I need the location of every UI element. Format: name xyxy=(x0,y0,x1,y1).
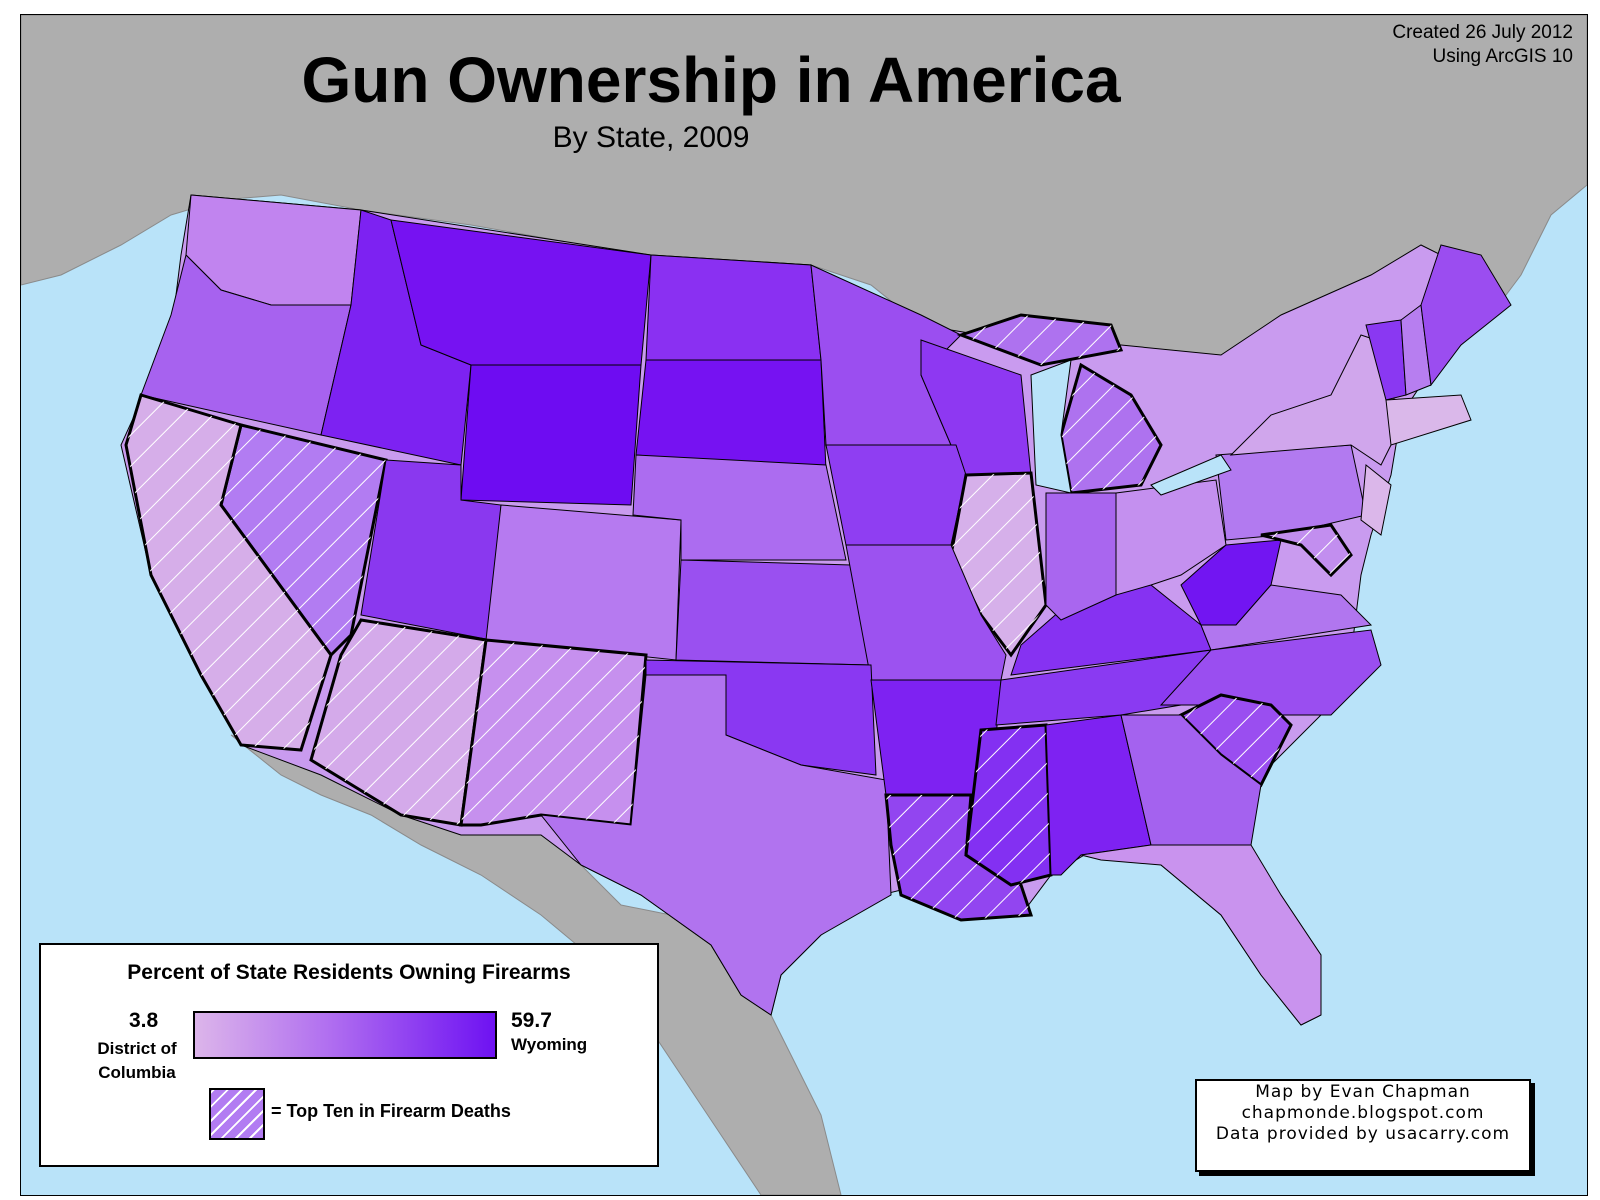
data-source-credit: Data provided by usacarry.com xyxy=(1215,1124,1511,1144)
map-subtitle: By State, 2009 xyxy=(552,121,750,154)
state-maryland-hatch xyxy=(1261,525,1351,575)
state-michigan-lower-hatch xyxy=(1061,365,1161,493)
blog-credit: chapmonde.blogspot.com xyxy=(1241,1103,1485,1123)
state-wyoming xyxy=(460,364,642,506)
state-iowa xyxy=(825,444,967,546)
state-new-mexico-hatch xyxy=(461,640,646,825)
state-north-carolina xyxy=(1159,629,1382,716)
software-credit: Using ArcGIS 10 xyxy=(1432,46,1573,67)
state-south-dakota xyxy=(635,359,827,471)
lake-erie xyxy=(1150,454,1232,496)
legend-min-label-line2: Columbia xyxy=(98,1063,176,1082)
state-maine xyxy=(1420,244,1512,387)
state-massachusetts xyxy=(1385,394,1472,446)
legend-min-label: District of Columbia xyxy=(67,1037,207,1085)
legend-max-label: Wyoming xyxy=(511,1035,588,1054)
map-frame: Gun Ownership in America By State, 2009 … xyxy=(20,14,1588,1196)
state-ohio xyxy=(1115,479,1227,596)
legend-hatch-swatch xyxy=(209,1088,265,1140)
created-date: Created 26 July 2012 xyxy=(1392,22,1573,43)
state-new-jersey xyxy=(1360,464,1392,536)
legend-hatch-label: = Top Ten in Firearm Deaths xyxy=(271,1101,511,1121)
state-kansas xyxy=(675,559,872,666)
legend-color-ramp xyxy=(193,1011,497,1059)
state-michigan-upper-hatch xyxy=(961,315,1121,365)
state-california-hatch xyxy=(126,395,331,750)
state-tennessee xyxy=(995,649,1212,726)
legend-min-label-line1: District of xyxy=(97,1039,177,1058)
state-texas xyxy=(539,674,892,1016)
state-nevada-hatch xyxy=(221,425,386,655)
legend-title: Percent of State Residents Owning Firear… xyxy=(127,961,571,984)
map-title: Gun Ownership in America xyxy=(301,44,1121,116)
state-florida xyxy=(1080,844,1322,1026)
legend-min-value: 3.8 xyxy=(129,1009,159,1032)
great-lakes xyxy=(1030,359,1072,494)
legend-max-value: 59.7 xyxy=(511,1009,552,1032)
state-arizona-hatch xyxy=(311,620,486,825)
state-north-dakota xyxy=(645,254,822,361)
author-credits-box: Map by Evan Chapman chapmonde.blogspot.c… xyxy=(1195,1079,1531,1172)
author-credit: Map by Evan Chapman xyxy=(1255,1082,1471,1102)
legend: Percent of State Residents Owning Firear… xyxy=(39,943,659,1167)
state-louisiana-hatch xyxy=(886,795,1031,920)
us-choropleth-map xyxy=(21,15,1587,1195)
state-mississippi-hatch xyxy=(966,725,1051,885)
state-colorado xyxy=(485,504,682,661)
state-illinois-hatch xyxy=(951,473,1046,655)
state-south-carolina-hatch xyxy=(1181,695,1291,785)
state-indiana xyxy=(1045,492,1117,621)
